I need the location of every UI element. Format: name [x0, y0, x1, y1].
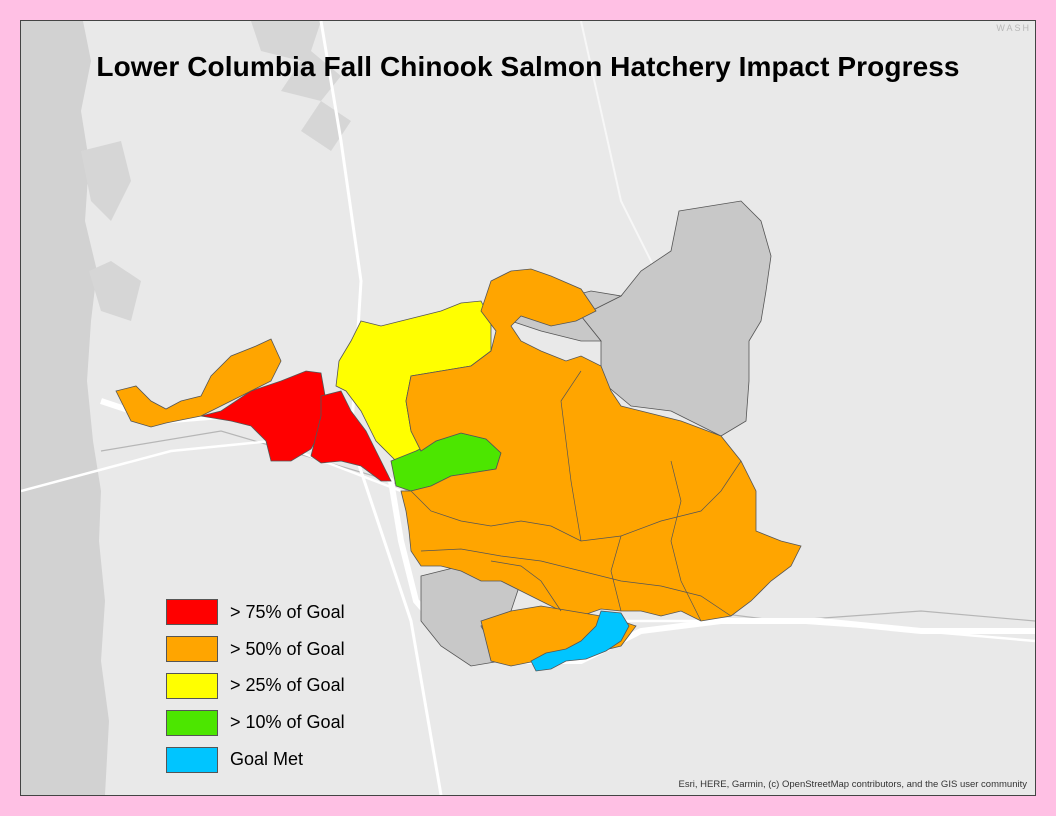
- watershed-goal-met[interactable]: [530, 610, 630, 672]
- watershed-grays[interactable]: [115, 338, 282, 428]
- road: [21, 439, 402, 493]
- puget-sound: [251, 21, 351, 151]
- legend-item-75: > 75% of Goal: [166, 594, 345, 631]
- pacific-ocean: [21, 21, 109, 795]
- map-title: Lower Columbia Fall Chinook Salmon Hatch…: [96, 51, 960, 82]
- corner-label: WASH: [996, 23, 1031, 33]
- legend-swatch: [166, 636, 218, 663]
- legend-label: > 25% of Goal: [230, 675, 345, 696]
- subbasin-line: [560, 370, 582, 542]
- subbasin-line: [670, 460, 702, 622]
- legend-swatch: [166, 746, 218, 773]
- legend-label: > 50% of Goal: [230, 638, 345, 659]
- subbasin-line: [490, 560, 562, 612]
- coastal-bay: [89, 261, 141, 321]
- watershed-mill-abernathy[interactable]: [310, 390, 392, 482]
- legend-label: > 75% of Goal: [230, 601, 345, 622]
- subbasin-line: [610, 535, 622, 612]
- legend-item-25: > 25% of Goal: [166, 668, 345, 705]
- subbasin-line: [410, 460, 742, 542]
- map-canvas[interactable]: [21, 21, 1035, 795]
- subbasin-line: [420, 548, 732, 617]
- map-attribution: Esri, HERE, Garmin, (c) OpenStreetMap co…: [678, 779, 1027, 790]
- legend-label: > 10% of Goal: [230, 712, 345, 733]
- legend-label: Goal Met: [230, 749, 304, 770]
- legend-swatch: [166, 709, 218, 736]
- legend-swatch: [166, 599, 218, 626]
- legend-item-goal-met: Goal Met: [166, 741, 345, 778]
- inland-bay: [81, 141, 131, 221]
- legend-swatch: [166, 672, 218, 699]
- legend: > 75% of Goal > 50% of Goal > 25% of Goa…: [166, 594, 345, 778]
- legend-item-10: > 10% of Goal: [166, 704, 345, 741]
- legend-item-50: > 50% of Goal: [166, 631, 345, 668]
- map-frame: WASH Lower Columbia Fall Chinook Salmon …: [20, 20, 1036, 796]
